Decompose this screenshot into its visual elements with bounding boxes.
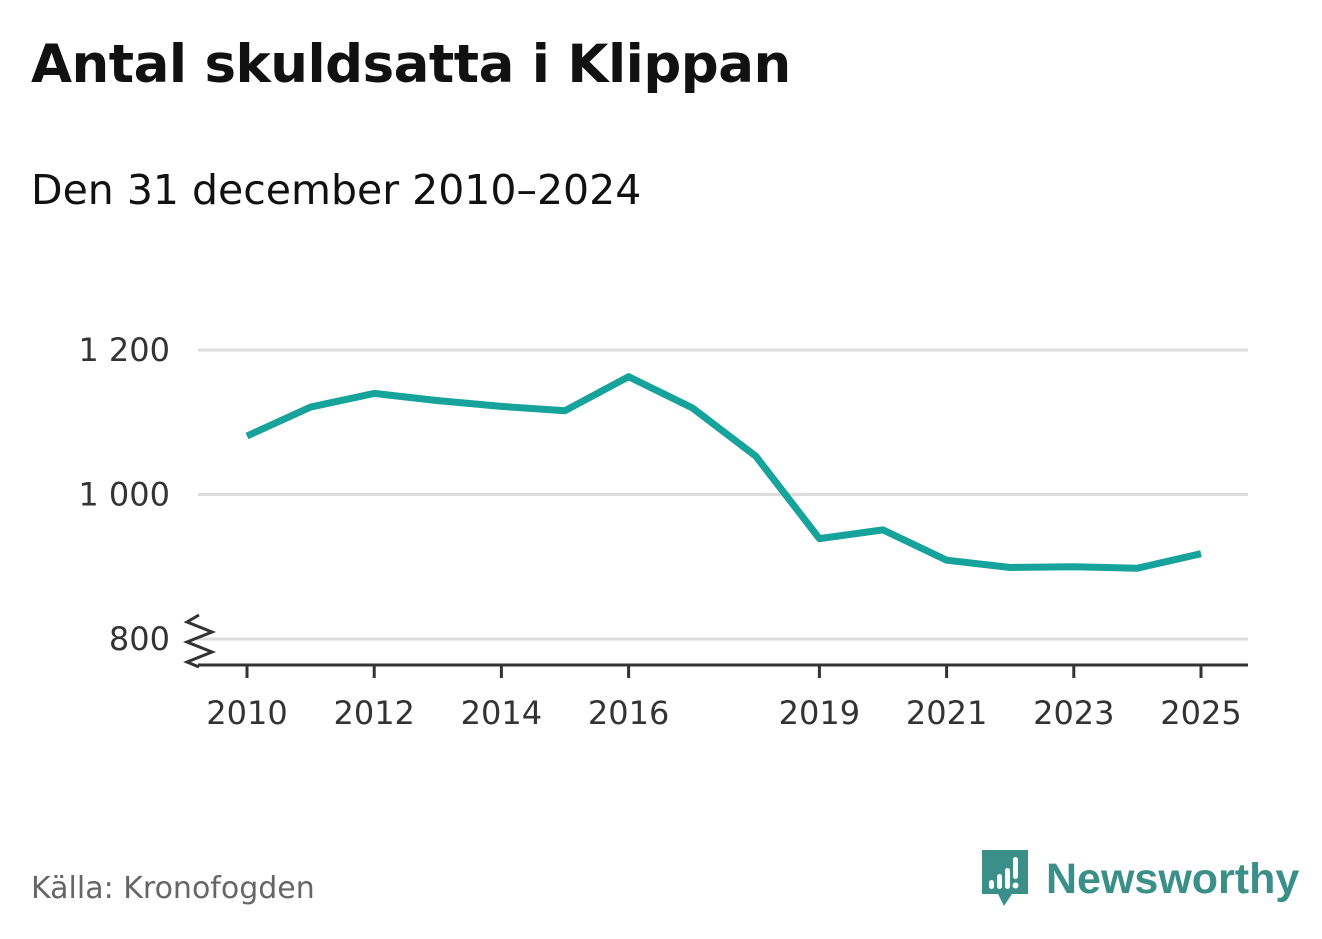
y-tick-label: 1 000 xyxy=(78,476,170,514)
brand-name: Newsworthy xyxy=(1046,854,1300,903)
source-note: Källa: Kronofogden xyxy=(31,871,315,906)
x-tick-label: 2023 xyxy=(1033,694,1114,732)
y-tick-label: 1 200 xyxy=(78,331,170,369)
x-tick-label: 2021 xyxy=(906,694,987,732)
x-tick-label: 2010 xyxy=(206,694,287,732)
x-tick-label: 2012 xyxy=(333,694,414,732)
chart-title: Antal skuldsatta i Klippan xyxy=(31,34,791,95)
gridlines: 800 1 000 1 200 xyxy=(78,331,1248,658)
x-axis: 2010 2012 2014 2016 2019 2021 2023 2025 xyxy=(182,613,1248,732)
x-tick-label: 2014 xyxy=(461,694,542,732)
chart-subtitle: Den 31 december 2010–2024 xyxy=(31,166,642,214)
newsworthy-logo-icon xyxy=(982,850,1028,906)
y-tick-label: 800 xyxy=(109,620,170,658)
series-layer xyxy=(245,373,1202,572)
brand-logo: Newsworthy xyxy=(980,848,1299,910)
x-tick-label: 2016 xyxy=(588,694,669,732)
x-tick-label: 2025 xyxy=(1160,694,1241,732)
series-line xyxy=(245,373,1202,572)
y-axis-break xyxy=(182,613,217,669)
x-tick-label: 2019 xyxy=(779,694,860,732)
